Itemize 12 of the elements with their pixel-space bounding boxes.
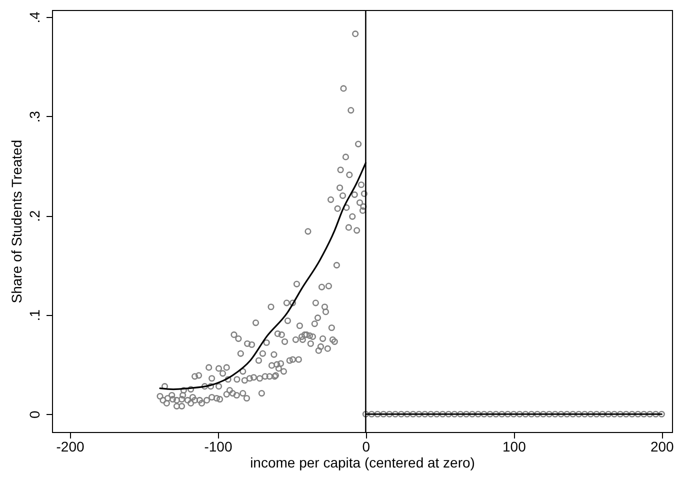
x-axis-title: income per capita (centered at zero) <box>250 454 475 470</box>
y-tick-label: .2 <box>26 210 42 222</box>
y-axis-title: Share of Students Treated <box>8 140 24 304</box>
x-tick-label: -200 <box>56 438 84 454</box>
y-tick-label: 0 <box>26 410 42 419</box>
x-tick-label: 0 <box>362 438 370 454</box>
y-tick-label: .4 <box>26 11 42 24</box>
x-tick-label: 200 <box>650 438 674 454</box>
y-tick-label: .3 <box>26 110 42 123</box>
x-tick-label: -100 <box>204 438 232 454</box>
x-tick-label: 100 <box>502 438 526 454</box>
y-tick-label: .1 <box>26 309 42 322</box>
